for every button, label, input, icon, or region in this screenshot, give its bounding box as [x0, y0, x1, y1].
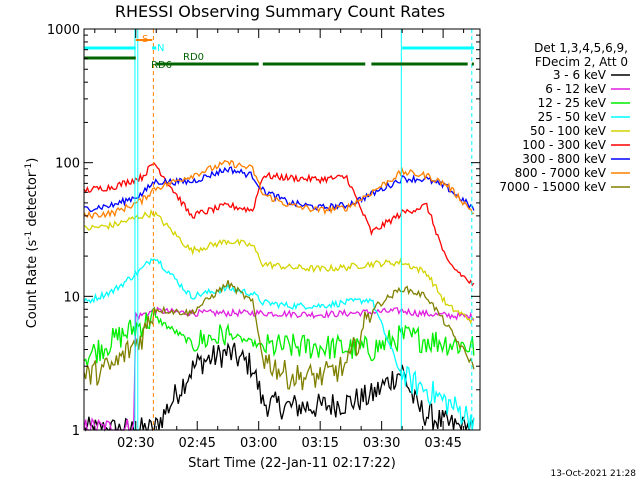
plot-frame	[83, 28, 481, 431]
legend: Det 1,3,4,5,6,9, FDecim 2, Att 0 3 - 6 k…	[499, 41, 630, 194]
footer-timestamp: 13-Oct-2021 21:28	[551, 469, 637, 479]
series-line-2	[83, 306, 475, 367]
series-line-3	[83, 258, 475, 431]
x-tick-label: 02:45	[178, 436, 215, 451]
x-tick-label: 03:30	[363, 436, 400, 451]
legend-label-3: 25 - 50 keV	[538, 110, 607, 124]
series-line-6	[84, 166, 475, 213]
legend-label-7: 800 - 7000 keV	[515, 166, 607, 180]
flag-label-s: S	[142, 34, 148, 45]
flag-label-rd0: RD0	[183, 52, 204, 63]
legend-label-0: 3 - 6 keV	[553, 68, 607, 82]
y-tick-label: 1000	[47, 23, 80, 38]
legend-label-4: 50 - 100 keV	[530, 124, 607, 138]
y-tick-label: 1	[72, 424, 80, 439]
y-axis-label: Count Rate (s-1 detector-1)	[24, 158, 40, 329]
plot-area: SN RD6 RD0 1 10 100 1000 02:30 02:45 03:00 03:15 03…	[47, 23, 481, 451]
x-tick-label: 03:15	[301, 436, 338, 451]
legend-header-line-1: Det 1,3,4,5,6,9,	[534, 41, 628, 55]
chart-title: RHESSI Observing Summary Count Rates	[115, 2, 445, 21]
legend-label-2: 12 - 25 keV	[538, 96, 607, 110]
x-tick-label: 03:00	[240, 436, 277, 451]
flag-label-n: N	[157, 43, 164, 54]
x-axis-label: Start Time (22-Jan-11 02:17:22)	[188, 456, 396, 471]
x-tick-label: 03:45	[424, 436, 461, 451]
series-line-1	[83, 306, 475, 431]
series-line-7	[83, 159, 475, 220]
series-line-4	[83, 208, 475, 325]
series-line-8	[83, 280, 475, 391]
legend-label-6: 300 - 800 keV	[522, 152, 606, 166]
y-tick-label: 10	[63, 290, 80, 305]
legend-header-line-2: FDecim 2, Att 0	[535, 55, 628, 69]
series-line-5	[83, 162, 475, 287]
flag-label-rd6: RD6	[151, 60, 172, 71]
legend-label-5: 100 - 300 keV	[522, 138, 606, 152]
legend-label-1: 6 - 12 keV	[545, 82, 607, 96]
svg-text:Count Rate (s-1 detector-1): Count Rate (s-1 detector-1)	[24, 158, 40, 329]
x-tick-label: 02:30	[117, 436, 154, 451]
series-line-0	[83, 341, 475, 432]
legend-label-8: 7000 - 15000 keV	[499, 180, 606, 194]
y-tick-label: 100	[55, 157, 80, 172]
